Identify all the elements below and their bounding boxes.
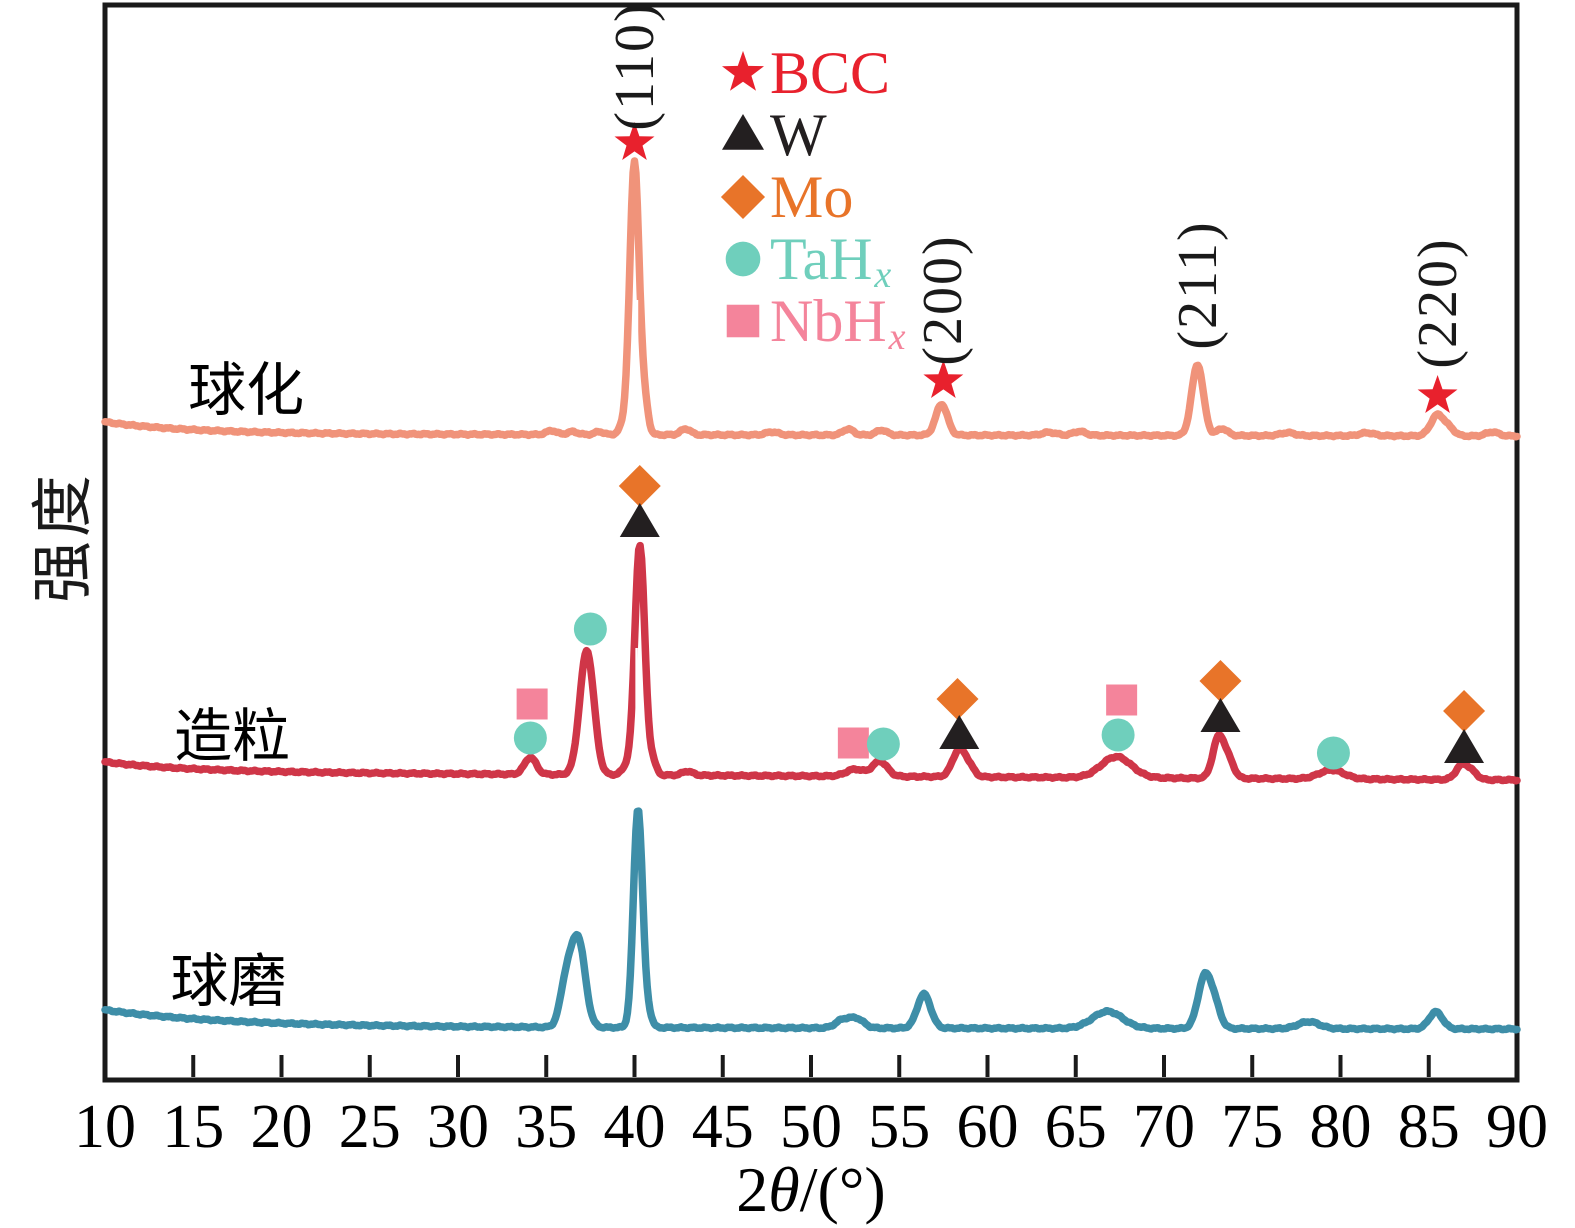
x-axis-label-theta: θ bbox=[768, 1154, 800, 1225]
legend-item-nbhx: NbH x bbox=[720, 288, 906, 358]
x-axis-label-prefix: 2 bbox=[736, 1154, 769, 1225]
legend: BCC W Mo TaH x NbH x bbox=[720, 40, 906, 358]
nbhx-square-icon bbox=[726, 304, 760, 338]
x-tick-label: 90 bbox=[1486, 1093, 1548, 1161]
x-tick-label: 35 bbox=[515, 1093, 578, 1161]
star-marker bbox=[1417, 375, 1458, 413]
legend-label: NbH bbox=[770, 287, 887, 354]
x-tick-label: 60 bbox=[956, 1093, 1019, 1161]
curve-label-ballmilled: 球磨 bbox=[170, 949, 287, 1014]
bcc-star-icon bbox=[722, 50, 764, 91]
y-axis-label: 强度 bbox=[30, 470, 98, 604]
x-tick-label: 70 bbox=[1133, 1093, 1195, 1161]
triangle-marker bbox=[722, 114, 764, 150]
star-marker bbox=[614, 122, 655, 160]
diamond-marker bbox=[720, 174, 766, 220]
x-tick-label: 80 bbox=[1309, 1093, 1372, 1161]
legend-label: Mo bbox=[770, 163, 854, 230]
star-marker bbox=[722, 50, 764, 91]
x-tick-label: 50 bbox=[780, 1093, 842, 1161]
x-tick-label: 85 bbox=[1397, 1093, 1460, 1161]
diamond-marker bbox=[936, 678, 979, 720]
curve-label-granulated: 造粒 bbox=[174, 704, 291, 769]
legend-item-w: W bbox=[720, 102, 904, 168]
legend-subscript: x bbox=[888, 316, 906, 358]
legend-item-bcc: BCC bbox=[720, 40, 904, 106]
x-tick-label: 20 bbox=[250, 1093, 313, 1161]
x-tick-label: 25 bbox=[338, 1093, 401, 1161]
legend-item-mo: Mo bbox=[720, 164, 904, 230]
circle-marker bbox=[513, 721, 547, 755]
circle-marker bbox=[866, 727, 900, 761]
diamond-marker bbox=[1199, 660, 1242, 702]
legend-subscript: x bbox=[874, 254, 892, 296]
triangle-marker bbox=[619, 503, 660, 537]
square-marker bbox=[1106, 684, 1138, 716]
peak-label-200: (200) bbox=[912, 234, 975, 366]
triangle-marker bbox=[1200, 698, 1241, 732]
peak-label-220: (220) bbox=[1406, 237, 1469, 369]
plot-border bbox=[102, 2, 1520, 1083]
legend-item-tahx: TaH x bbox=[720, 226, 904, 296]
x-tick-label: 75 bbox=[1221, 1093, 1284, 1161]
peak-label-110: (110) bbox=[603, 1, 666, 131]
x-axis-label-units: /(°) bbox=[799, 1154, 886, 1225]
triangle-marker bbox=[939, 715, 980, 749]
x-tick-label: 30 bbox=[427, 1093, 489, 1161]
x-tick-label: 45 bbox=[691, 1093, 754, 1161]
xrd-curve-2 bbox=[101, 807, 1521, 1034]
star-marker bbox=[923, 360, 964, 398]
xrd-curve-0 bbox=[101, 157, 1521, 441]
peak-label-211: (211) bbox=[1166, 220, 1229, 350]
x-tick-label: 40 bbox=[603, 1093, 666, 1161]
square-marker bbox=[837, 727, 869, 759]
mo-diamond-icon bbox=[720, 174, 766, 220]
legend-label: BCC bbox=[770, 39, 891, 106]
circle-marker bbox=[1316, 736, 1350, 770]
diamond-marker bbox=[618, 465, 661, 507]
legend-label: TaH bbox=[770, 225, 873, 292]
x-tick-label: 15 bbox=[162, 1093, 225, 1161]
curve-label-spheroidized: 球化 bbox=[188, 358, 305, 423]
square-marker bbox=[726, 304, 760, 338]
circle-marker bbox=[725, 241, 761, 277]
legend-label: W bbox=[770, 101, 827, 168]
x-axis-label: 2θ/(°) bbox=[736, 1153, 885, 1227]
circle-marker bbox=[1101, 718, 1135, 752]
w-triangle-icon bbox=[722, 114, 764, 150]
x-tick-label: 55 bbox=[868, 1093, 931, 1161]
xrd-curve-1 bbox=[101, 541, 1521, 785]
tahx-circle-icon bbox=[725, 241, 761, 277]
square-marker bbox=[516, 688, 548, 720]
diamond-marker bbox=[1443, 690, 1486, 732]
x-tick-label: 65 bbox=[1044, 1093, 1107, 1161]
triangle-marker bbox=[1444, 729, 1485, 763]
x-tick-label: 10 bbox=[74, 1093, 136, 1161]
circle-marker bbox=[573, 612, 607, 646]
